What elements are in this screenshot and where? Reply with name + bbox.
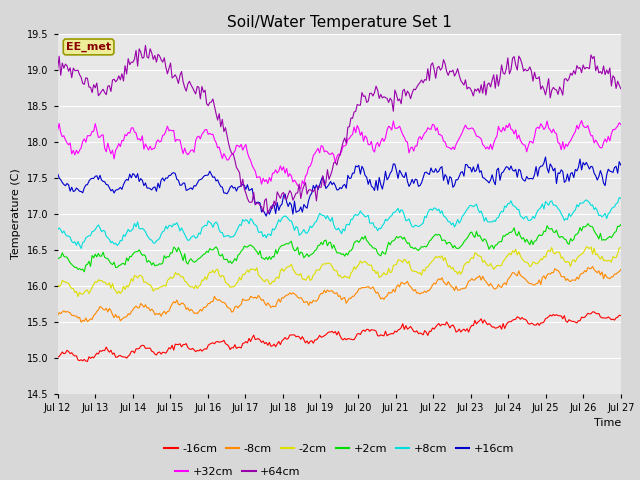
Line: +8cm: +8cm — [58, 198, 621, 249]
-8cm — [301, 299, 309, 305]
+64cm — [141, 43, 149, 48]
-16cm — [84, 359, 92, 364]
-16cm — [589, 309, 596, 315]
+8cm — [252, 222, 259, 228]
Line: -2cm: -2cm — [58, 247, 621, 297]
+32cm — [123, 133, 131, 139]
+32cm — [301, 173, 309, 179]
+64cm — [617, 86, 625, 92]
+16cm — [541, 154, 549, 160]
-16cm — [242, 339, 250, 345]
-8cm — [242, 298, 250, 303]
+8cm — [617, 195, 625, 201]
-16cm — [124, 353, 132, 359]
+2cm — [81, 269, 88, 275]
+32cm — [589, 133, 596, 139]
X-axis label: Time: Time — [593, 418, 621, 428]
+64cm — [264, 211, 271, 216]
+32cm — [617, 121, 625, 127]
+8cm — [54, 227, 61, 232]
+2cm — [124, 258, 132, 264]
-8cm — [124, 311, 132, 317]
+2cm — [252, 247, 259, 253]
+64cm — [223, 133, 231, 139]
+32cm — [578, 118, 586, 123]
+64cm — [242, 190, 250, 196]
+64cm — [589, 56, 596, 61]
+16cm — [617, 162, 625, 168]
-8cm — [617, 267, 625, 273]
+16cm — [221, 190, 229, 196]
-8cm — [252, 294, 259, 300]
+2cm — [589, 224, 596, 229]
+64cm — [303, 191, 311, 197]
-8cm — [587, 266, 595, 272]
+64cm — [123, 71, 131, 77]
Legend: +32cm, +64cm: +32cm, +64cm — [171, 463, 305, 480]
Text: EE_met: EE_met — [66, 42, 111, 52]
-2cm — [54, 282, 61, 288]
-16cm — [252, 336, 259, 342]
Y-axis label: Temperature (C): Temperature (C) — [12, 168, 21, 259]
-2cm — [582, 244, 590, 250]
-2cm — [124, 284, 132, 290]
+16cm — [241, 182, 248, 188]
+16cm — [301, 204, 309, 210]
+32cm — [221, 154, 229, 159]
+8cm — [242, 217, 250, 223]
+32cm — [250, 166, 257, 171]
Line: +64cm: +64cm — [58, 46, 621, 214]
+32cm — [241, 144, 248, 150]
+2cm — [584, 221, 592, 227]
+32cm — [297, 186, 305, 192]
-2cm — [223, 281, 231, 287]
+8cm — [77, 246, 85, 252]
+8cm — [301, 230, 309, 236]
+8cm — [616, 195, 623, 201]
-2cm — [74, 294, 82, 300]
-2cm — [617, 245, 625, 251]
-8cm — [54, 312, 61, 318]
+2cm — [223, 256, 231, 262]
Title: Soil/Water Temperature Set 1: Soil/Water Temperature Set 1 — [227, 15, 452, 30]
-16cm — [54, 354, 61, 360]
+8cm — [587, 203, 595, 208]
Line: +32cm: +32cm — [58, 120, 621, 189]
+16cm — [589, 164, 596, 170]
-16cm — [301, 340, 309, 346]
Line: -16cm: -16cm — [58, 312, 621, 361]
+2cm — [54, 256, 61, 262]
+2cm — [242, 244, 250, 250]
-16cm — [617, 312, 625, 318]
+8cm — [124, 227, 132, 232]
-16cm — [587, 311, 595, 317]
+2cm — [301, 253, 309, 259]
-8cm — [589, 264, 596, 269]
Line: +2cm: +2cm — [58, 224, 621, 272]
+2cm — [617, 222, 625, 228]
+64cm — [252, 202, 259, 208]
-2cm — [301, 277, 309, 283]
+16cm — [262, 213, 270, 219]
Line: +16cm: +16cm — [58, 157, 621, 216]
-2cm — [242, 270, 250, 276]
Line: -8cm: -8cm — [58, 266, 621, 322]
+32cm — [54, 128, 61, 133]
+16cm — [54, 170, 61, 176]
-2cm — [589, 251, 596, 257]
-16cm — [223, 342, 231, 348]
+64cm — [54, 67, 61, 72]
-2cm — [252, 268, 259, 274]
-8cm — [223, 304, 231, 310]
+16cm — [123, 177, 131, 182]
+8cm — [223, 233, 231, 239]
+16cm — [250, 195, 257, 201]
-8cm — [77, 319, 85, 325]
